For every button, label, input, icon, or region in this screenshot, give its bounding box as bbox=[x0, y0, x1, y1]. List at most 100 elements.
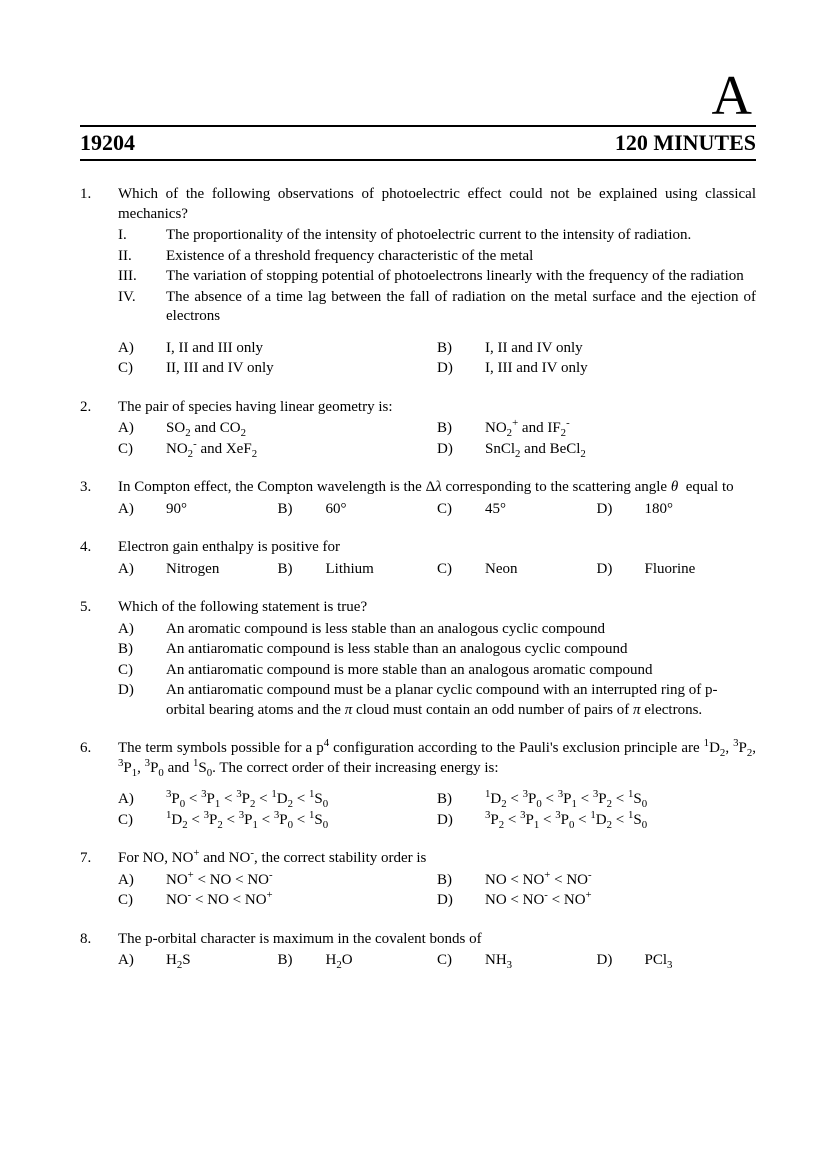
statement-label: I. bbox=[118, 226, 166, 246]
option-label: D) bbox=[437, 359, 485, 379]
question-number: 1. bbox=[80, 185, 118, 380]
option: C)NO- < NO < NO+ bbox=[118, 891, 437, 911]
statement-text: The proportionality of the intensity of … bbox=[166, 226, 756, 246]
option: D)180° bbox=[597, 500, 757, 520]
options-block: A)H2SB)H2OC)NH3D)PCl3 bbox=[118, 951, 756, 972]
statement: II.Existence of a threshold frequency ch… bbox=[118, 247, 756, 267]
option-text: An aromatic compound is less stable than… bbox=[166, 620, 756, 640]
option-label: B) bbox=[278, 951, 326, 971]
option-text: 45° bbox=[485, 500, 597, 520]
option: D)An antiaromatic compound must be a pla… bbox=[118, 681, 756, 720]
option-label: D) bbox=[437, 440, 485, 460]
paper-series-letter: A bbox=[80, 60, 756, 133]
option: A)I, II and III only bbox=[118, 339, 437, 359]
statement-label: III. bbox=[118, 267, 166, 287]
question-number: 7. bbox=[80, 849, 118, 912]
option-label: C) bbox=[437, 560, 485, 580]
paper-code: 19204 bbox=[80, 129, 135, 158]
option-text: NO2- and XeF2 bbox=[166, 440, 437, 460]
question-body: Which of the following statement is true… bbox=[118, 598, 756, 721]
statement: IV.The absence of a time lag between the… bbox=[118, 288, 756, 327]
option-text: I, II and IV only bbox=[485, 339, 756, 359]
option-label: C) bbox=[118, 891, 166, 911]
option: D)SnCl2 and BeCl2 bbox=[437, 440, 756, 460]
question: 4.Electron gain enthalpy is positive for… bbox=[80, 538, 756, 580]
option-text: Fluorine bbox=[645, 560, 757, 580]
option-text: NO- < NO < NO+ bbox=[166, 891, 437, 911]
option: B)Lithium bbox=[278, 560, 438, 580]
question-number: 3. bbox=[80, 478, 118, 520]
option: D)NO < NO- < NO+ bbox=[437, 891, 756, 911]
option-label: D) bbox=[437, 811, 485, 831]
option-label: A) bbox=[118, 620, 166, 640]
option-text: 3P2 < 3P1 < 3P0 < 1D2 < 1S0 bbox=[485, 811, 756, 831]
option-label: B) bbox=[118, 640, 166, 660]
question-number: 4. bbox=[80, 538, 118, 580]
options-block: A)NitrogenB)LithiumC)NeonD)Fluorine bbox=[118, 560, 756, 581]
option: C)45° bbox=[437, 500, 597, 520]
option: A)SO2 and CO2 bbox=[118, 419, 437, 439]
option: A)90° bbox=[118, 500, 278, 520]
option-text: SO2 and CO2 bbox=[166, 419, 437, 439]
option-text: NH3 bbox=[485, 951, 597, 971]
question-body: The pair of species having linear geomet… bbox=[118, 398, 756, 461]
option: A)3P0 < 3P1 < 3P2 < 1D2 < 1S0 bbox=[118, 790, 437, 810]
question: 5.Which of the following statement is tr… bbox=[80, 598, 756, 721]
option-text: 1D2 < 3P2 < 3P1 < 3P0 < 1S0 bbox=[166, 811, 437, 831]
question: 2.The pair of species having linear geom… bbox=[80, 398, 756, 461]
option-label: B) bbox=[278, 500, 326, 520]
option-label: D) bbox=[597, 951, 645, 971]
statements-block: I.The proportionality of the intensity o… bbox=[118, 226, 756, 327]
option-text: I, II and III only bbox=[166, 339, 437, 359]
option-text: NO < NO- < NO+ bbox=[485, 891, 756, 911]
question-body: For NO, NO+ and NO-, the correct stabili… bbox=[118, 849, 756, 912]
question-stem: Electron gain enthalpy is positive for bbox=[118, 538, 756, 558]
option-label: A) bbox=[118, 419, 166, 439]
option-label: B) bbox=[437, 790, 485, 810]
option-text: H2O bbox=[326, 951, 438, 971]
question-number: 2. bbox=[80, 398, 118, 461]
option-label: D) bbox=[437, 891, 485, 911]
options-block: A)3P0 < 3P1 < 3P2 < 1D2 < 1S0B)1D2 < 3P0… bbox=[118, 790, 756, 831]
option-label: C) bbox=[118, 359, 166, 379]
option-label: D) bbox=[597, 500, 645, 520]
question-number: 5. bbox=[80, 598, 118, 721]
question-body: Which of the following observations of p… bbox=[118, 185, 756, 380]
option-label: B) bbox=[278, 560, 326, 580]
options-block: A)An aromatic compound is less stable th… bbox=[118, 620, 756, 721]
option-label: C) bbox=[118, 661, 166, 681]
option: A)H2S bbox=[118, 951, 278, 971]
options-block: A)90°B)60°C)45°D)180° bbox=[118, 500, 756, 521]
option-text: Lithium bbox=[326, 560, 438, 580]
option: B)An antiaromatic compound is less stabl… bbox=[118, 640, 756, 660]
option-text: 3P0 < 3P1 < 3P2 < 1D2 < 1S0 bbox=[166, 790, 437, 810]
options-block: A)NO+ < NO < NO-B)NO < NO+ < NO-C)NO- < … bbox=[118, 871, 756, 912]
statement: III.The variation of stopping potential … bbox=[118, 267, 756, 287]
options-block: A)SO2 and CO2B)NO2+ and IF2-C)NO2- and X… bbox=[118, 419, 756, 460]
option-text: An antiaromatic compound must be a plana… bbox=[166, 681, 756, 720]
option-label: B) bbox=[437, 419, 485, 439]
option-text: An antiaromatic compound is more stable … bbox=[166, 661, 756, 681]
statement-text: The variation of stopping potential of p… bbox=[166, 267, 756, 287]
option: B)H2O bbox=[278, 951, 438, 971]
statement-label: IV. bbox=[118, 288, 166, 327]
option: B)NO < NO+ < NO- bbox=[437, 871, 756, 891]
header-bar: 19204 120 MINUTES bbox=[80, 125, 756, 162]
option-label: D) bbox=[118, 681, 166, 720]
question-stem: For NO, NO+ and NO-, the correct stabili… bbox=[118, 849, 756, 869]
option-text: II, III and IV only bbox=[166, 359, 437, 379]
option-label: A) bbox=[118, 339, 166, 359]
statement: I.The proportionality of the intensity o… bbox=[118, 226, 756, 246]
question-body: The p-orbital character is maximum in th… bbox=[118, 930, 756, 972]
option-label: C) bbox=[118, 440, 166, 460]
option-text: 1D2 < 3P0 < 3P1 < 3P2 < 1S0 bbox=[485, 790, 756, 810]
options-block: A)I, II and III onlyB)I, II and IV onlyC… bbox=[118, 339, 756, 380]
option-text: 60° bbox=[326, 500, 438, 520]
question-number: 6. bbox=[80, 739, 118, 831]
option-label: A) bbox=[118, 871, 166, 891]
question-stem: Which of the following observations of p… bbox=[118, 185, 756, 224]
option-label: C) bbox=[437, 951, 485, 971]
option-text: 90° bbox=[166, 500, 278, 520]
option-text: Neon bbox=[485, 560, 597, 580]
option: C)1D2 < 3P2 < 3P1 < 3P0 < 1S0 bbox=[118, 811, 437, 831]
